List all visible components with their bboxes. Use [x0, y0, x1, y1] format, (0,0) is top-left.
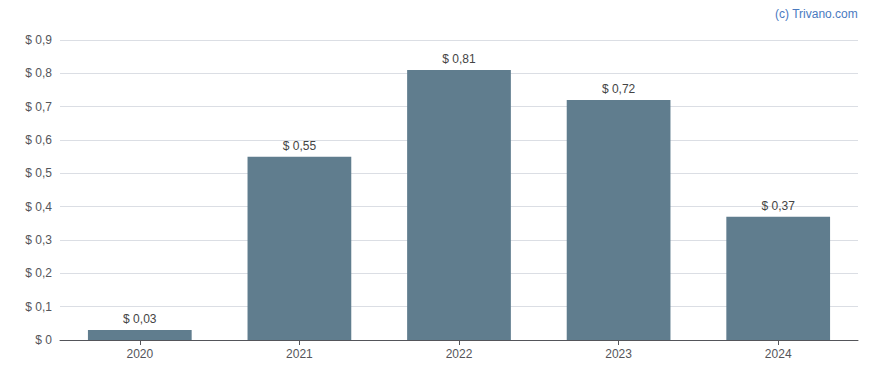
svg-text:$ 0,3: $ 0,3: [25, 233, 52, 247]
svg-text:2020: 2020: [126, 347, 153, 361]
svg-text:$ 0,37: $ 0,37: [762, 199, 796, 213]
svg-text:$ 0,03: $ 0,03: [123, 312, 157, 326]
svg-text:2023: 2023: [605, 347, 632, 361]
svg-text:$ 0,55: $ 0,55: [283, 139, 317, 153]
svg-text:2022: 2022: [446, 347, 473, 361]
svg-text:$ 0,5: $ 0,5: [25, 166, 52, 180]
svg-text:2021: 2021: [286, 347, 313, 361]
svg-text:$ 0,81: $ 0,81: [442, 52, 476, 66]
svg-text:$ 0,2: $ 0,2: [25, 266, 52, 280]
svg-text:$ 0,1: $ 0,1: [25, 300, 52, 314]
svg-text:$ 0,7: $ 0,7: [25, 100, 52, 114]
svg-text:2024: 2024: [765, 347, 792, 361]
svg-text:$ 0,6: $ 0,6: [25, 133, 52, 147]
svg-text:$ 0,72: $ 0,72: [602, 82, 636, 96]
svg-text:$ 0,4: $ 0,4: [25, 200, 52, 214]
svg-text:$ 0,9: $ 0,9: [25, 33, 52, 47]
svg-text:(c) Trivano.com: (c) Trivano.com: [775, 7, 858, 21]
svg-text:$ 0: $ 0: [35, 333, 52, 347]
svg-text:$ 0,8: $ 0,8: [25, 66, 52, 80]
